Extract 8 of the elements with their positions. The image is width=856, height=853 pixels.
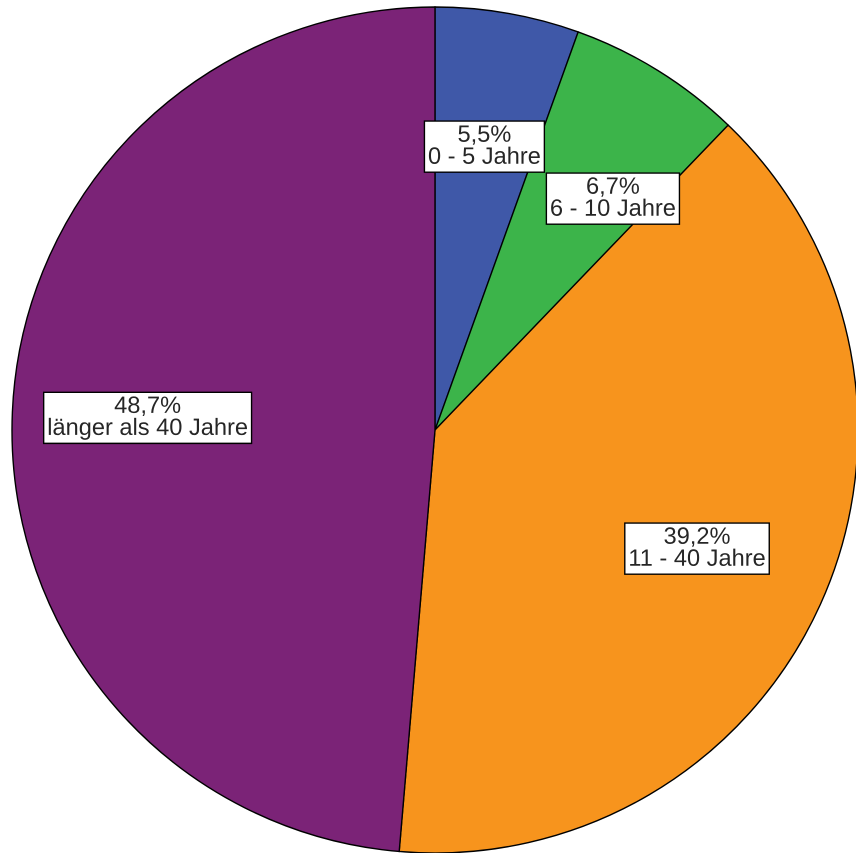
data-label: 5,5% xyxy=(458,125,510,145)
slice-label: 6 - 10 Jahre xyxy=(551,198,675,216)
data-label: 6,7% xyxy=(587,177,639,197)
slice-label: länger als 40 Jahre xyxy=(48,418,247,440)
slice-label: 0 - 5 Jahre xyxy=(428,146,540,164)
slice-label: 11 - 40 Jahre xyxy=(630,548,765,566)
data-label: 39,2% xyxy=(664,527,730,547)
data-label: 48,7% xyxy=(114,396,180,416)
